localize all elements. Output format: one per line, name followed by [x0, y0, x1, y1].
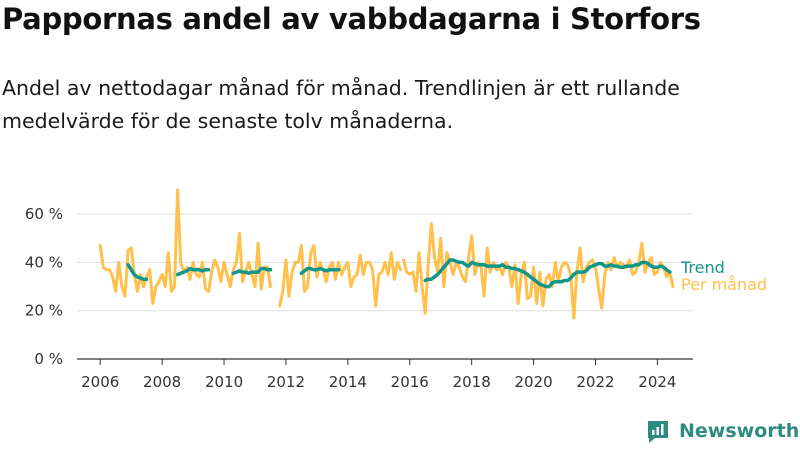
x-tick-label: 2012: [267, 373, 305, 391]
chart-subtitle: Andel av nettodagar månad för månad. Tre…: [2, 76, 680, 133]
x-tick-label: 2024: [638, 373, 676, 391]
y-tick-label: 0 %: [34, 350, 63, 368]
y-tick-label: 20 %: [25, 302, 63, 320]
legend-trend-label: Trend: [680, 258, 725, 277]
legend-monthly-label: Per månad: [681, 275, 767, 294]
newsworthy-logo-icon: [648, 421, 668, 443]
x-tick-label: 2020: [514, 373, 552, 391]
x-tick-label: 2016: [391, 373, 429, 391]
newsworthy-brand[interactable]: Newsworthy: [645, 418, 800, 444]
x-tick-label: 2014: [329, 373, 367, 391]
trend-series-line: [299, 266, 341, 276]
trend-series-line: [175, 266, 211, 277]
monthly-series-line: [278, 244, 402, 308]
axes: 0 % 20 % 40 % 60 % 2006 2008 2010 2012 2014 2016 2…: [25, 205, 693, 391]
x-tick-label: 2022: [576, 373, 614, 391]
x-tick-label: 2008: [143, 373, 181, 391]
brand-name: Newsworthy: [679, 420, 800, 442]
y-tick-label: 40 %: [25, 253, 63, 271]
monthly-series-line: [402, 222, 675, 320]
trend-series-line: [423, 258, 672, 289]
monthly-series-line: [98, 188, 272, 305]
x-tick-label: 2018: [453, 373, 491, 391]
series-lines: [98, 188, 675, 320]
y-tick-label: 60 %: [25, 205, 63, 223]
trend-series-line: [231, 266, 273, 276]
x-tick-label: 2006: [81, 373, 119, 391]
x-tick-label: 2010: [205, 373, 243, 391]
chart-title: Pappornas andel av vabbdagarna i Storfor…: [2, 2, 701, 36]
trend-series-line: [126, 263, 149, 282]
